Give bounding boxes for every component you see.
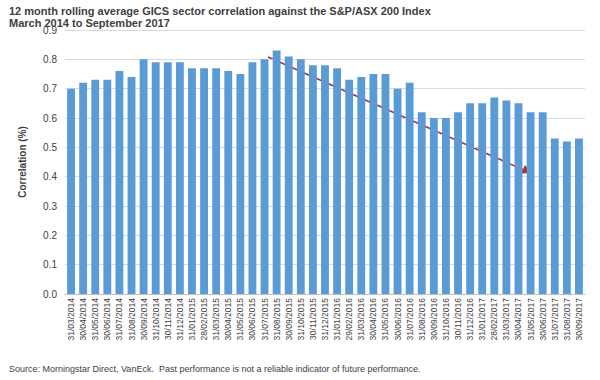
svg-text:Source: Morningstar Direct, Va: Source: Morningstar Direct, VanEck. Past… <box>9 364 421 374</box>
svg-text:31/10/2015: 31/10/2015 <box>296 298 306 341</box>
svg-text:31/08/2014: 31/08/2014 <box>127 298 137 341</box>
svg-text:31/07/2014: 31/07/2014 <box>114 298 124 341</box>
svg-text:30/04/2017: 30/04/2017 <box>513 298 523 341</box>
svg-text:Correlation (%): Correlation (%) <box>17 126 28 198</box>
svg-text:29/02/2016: 29/02/2016 <box>344 298 354 341</box>
svg-text:31/08/2017: 31/08/2017 <box>562 298 572 341</box>
svg-text:31/01/2015: 31/01/2015 <box>187 298 197 341</box>
svg-text:31/03/2017: 31/03/2017 <box>501 298 511 341</box>
svg-text:0.1: 0.1 <box>43 259 57 270</box>
svg-text:0.0: 0.0 <box>43 289 57 300</box>
svg-text:31/07/2015: 31/07/2015 <box>260 298 270 341</box>
svg-text:30/06/2016: 30/06/2016 <box>393 298 403 341</box>
svg-text:28/02/2017: 28/02/2017 <box>489 298 499 341</box>
svg-text:March 2014 to September 2017: March 2014 to September 2017 <box>9 17 170 29</box>
svg-text:31/10/2016: 31/10/2016 <box>441 298 451 341</box>
svg-text:31/10/2014: 31/10/2014 <box>151 298 161 341</box>
svg-text:30/04/2016: 30/04/2016 <box>368 298 378 341</box>
svg-text:30/06/2017: 30/06/2017 <box>538 298 548 341</box>
svg-text:0.2: 0.2 <box>43 230 57 241</box>
svg-text:30/09/2014: 30/09/2014 <box>139 298 149 341</box>
svg-text:31/01/2016: 31/01/2016 <box>332 298 342 341</box>
svg-text:30/11/2015: 30/11/2015 <box>308 298 318 340</box>
svg-text:31/08/2015: 31/08/2015 <box>272 298 282 341</box>
svg-text:0.5: 0.5 <box>43 142 57 153</box>
svg-text:31/01/2017: 31/01/2017 <box>477 298 487 341</box>
svg-text:31/07/2017: 31/07/2017 <box>550 298 560 341</box>
svg-text:30/09/2016: 30/09/2016 <box>429 298 439 341</box>
svg-text:30/11/2014: 30/11/2014 <box>163 298 173 340</box>
svg-text:0.4: 0.4 <box>43 171 57 182</box>
svg-text:31/03/2016: 31/03/2016 <box>356 298 366 341</box>
svg-text:31/12/2015: 31/12/2015 <box>320 298 330 341</box>
svg-text:0.8: 0.8 <box>43 54 57 65</box>
svg-text:0.9: 0.9 <box>43 24 57 36</box>
svg-text:28/02/2015: 28/02/2015 <box>199 298 209 341</box>
svg-text:30/09/2017: 30/09/2017 <box>574 298 584 341</box>
svg-text:31/12/2016: 31/12/2016 <box>465 298 475 341</box>
svg-text:0.6: 0.6 <box>43 113 57 124</box>
svg-text:30/04/2014: 30/04/2014 <box>78 298 88 341</box>
svg-text:30/04/2015: 30/04/2015 <box>223 298 233 341</box>
svg-text:31/03/2015: 31/03/2015 <box>211 298 221 341</box>
svg-text:31/03/2014: 31/03/2014 <box>66 298 76 341</box>
svg-text:0.7: 0.7 <box>43 83 57 94</box>
svg-text:30/11/2016: 30/11/2016 <box>453 298 463 340</box>
svg-text:12 month rolling average GICS: 12 month rolling average GICS sector cor… <box>9 5 432 17</box>
svg-text:31/07/2016: 31/07/2016 <box>405 298 415 341</box>
svg-text:31/12/2014: 31/12/2014 <box>175 298 185 341</box>
svg-text:0.3: 0.3 <box>43 201 57 212</box>
svg-text:30/06/2015: 30/06/2015 <box>247 298 257 341</box>
svg-text:31/05/2014: 31/05/2014 <box>90 298 100 341</box>
svg-text:30/06/2014: 30/06/2014 <box>102 298 112 341</box>
svg-text:31/05/2016: 31/05/2016 <box>380 298 390 341</box>
svg-text:31/05/2017: 31/05/2017 <box>526 298 536 341</box>
svg-text:30/09/2015: 30/09/2015 <box>284 298 294 341</box>
svg-text:31/08/2016: 31/08/2016 <box>417 298 427 341</box>
svg-text:31/05/2015: 31/05/2015 <box>235 298 245 341</box>
